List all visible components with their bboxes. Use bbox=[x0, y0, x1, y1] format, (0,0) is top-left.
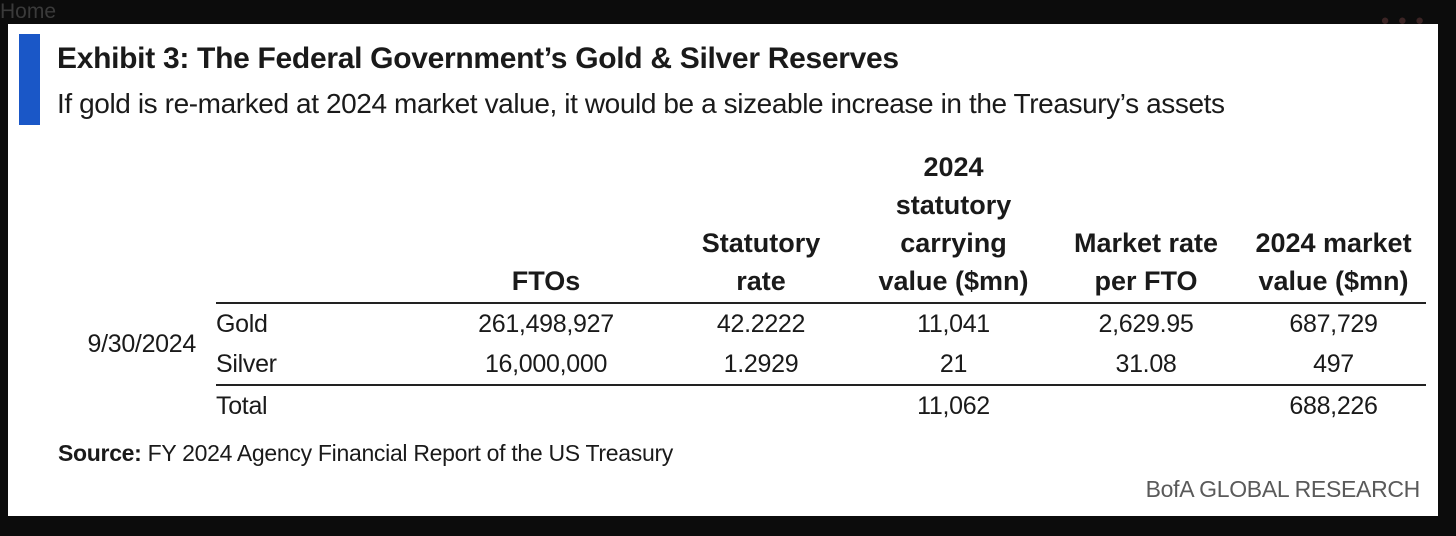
column-header: 2024 statutory carrying value ($mn) bbox=[856, 148, 1051, 304]
date-cell: 9/30/2024 bbox=[87, 330, 196, 358]
table-cell: 2,629.95 bbox=[1098, 310, 1194, 338]
table-cell: 261,498,927 bbox=[478, 310, 614, 338]
table-cell bbox=[1051, 385, 1241, 426]
column-header-text: Statutory rate bbox=[701, 228, 821, 296]
exhibit-subtitle: If gold is re-marked at 2024 market valu… bbox=[57, 88, 1225, 119]
table-cell: 687,729 bbox=[1289, 310, 1378, 338]
table-cell: 31.08 bbox=[1051, 344, 1241, 386]
header-date-blank bbox=[16, 148, 216, 303]
table-cell: 11,062 bbox=[917, 392, 990, 420]
header-item-blank bbox=[216, 148, 426, 304]
column-header: Market rate per FTO bbox=[1051, 148, 1241, 304]
background-home-text: Home bbox=[0, 0, 57, 23]
row-label: Gold bbox=[216, 310, 268, 338]
table-cell: 497 bbox=[1241, 344, 1426, 386]
table-cell bbox=[426, 385, 666, 426]
column-header: FTOs bbox=[426, 148, 666, 304]
table-row-total: Total 11,062 688,226 bbox=[16, 385, 1426, 426]
table-row: Silver 16,000,000 1.2929 21 31.08 497 bbox=[16, 344, 1426, 386]
reserves-table: FTOs Statutory rate 2024 statutory carry… bbox=[16, 148, 1426, 426]
date-blank bbox=[16, 385, 216, 426]
exhibit-title: Exhibit 3: The Federal Government’s Gold… bbox=[57, 42, 899, 75]
row-label: Total bbox=[216, 392, 268, 420]
title-accent-bar bbox=[19, 34, 40, 125]
table-cell bbox=[666, 385, 856, 426]
table-cell: 11,041 bbox=[917, 310, 990, 338]
row-label: Silver bbox=[216, 344, 426, 386]
column-header-text: FTOs bbox=[511, 266, 581, 296]
source-text: FY 2024 Agency Financial Report of the U… bbox=[147, 440, 674, 466]
column-header: Statutory rate bbox=[666, 148, 856, 304]
column-header-text: 2024 statutory carrying value ($mn) bbox=[878, 152, 1029, 296]
table-cell: 21 bbox=[856, 344, 1051, 386]
source-label: Source: bbox=[58, 440, 142, 466]
column-header: 2024 market value ($mn) bbox=[1241, 148, 1426, 304]
brand-label: BofA GLOBAL RESEARCH bbox=[1145, 476, 1421, 502]
table-header-row: FTOs Statutory rate 2024 statutory carry… bbox=[16, 148, 1426, 304]
column-header-text: Market rate per FTO bbox=[1073, 228, 1219, 296]
column-header-text: 2024 market value ($mn) bbox=[1255, 228, 1412, 296]
table-cell: 16,000,000 bbox=[426, 344, 666, 386]
exhibit-card: Exhibit 3: The Federal Government’s Gold… bbox=[8, 24, 1438, 516]
table-cell: 42.2222 bbox=[716, 310, 806, 338]
table-row: 9/30/2024 Gold 261,498,927 42.2222 11,04… bbox=[16, 303, 1426, 358]
table-cell: 688,226 bbox=[1289, 392, 1378, 420]
source-note: Source: FY 2024 Agency Financial Report … bbox=[58, 440, 673, 467]
table-cell: 1.2929 bbox=[666, 344, 856, 386]
